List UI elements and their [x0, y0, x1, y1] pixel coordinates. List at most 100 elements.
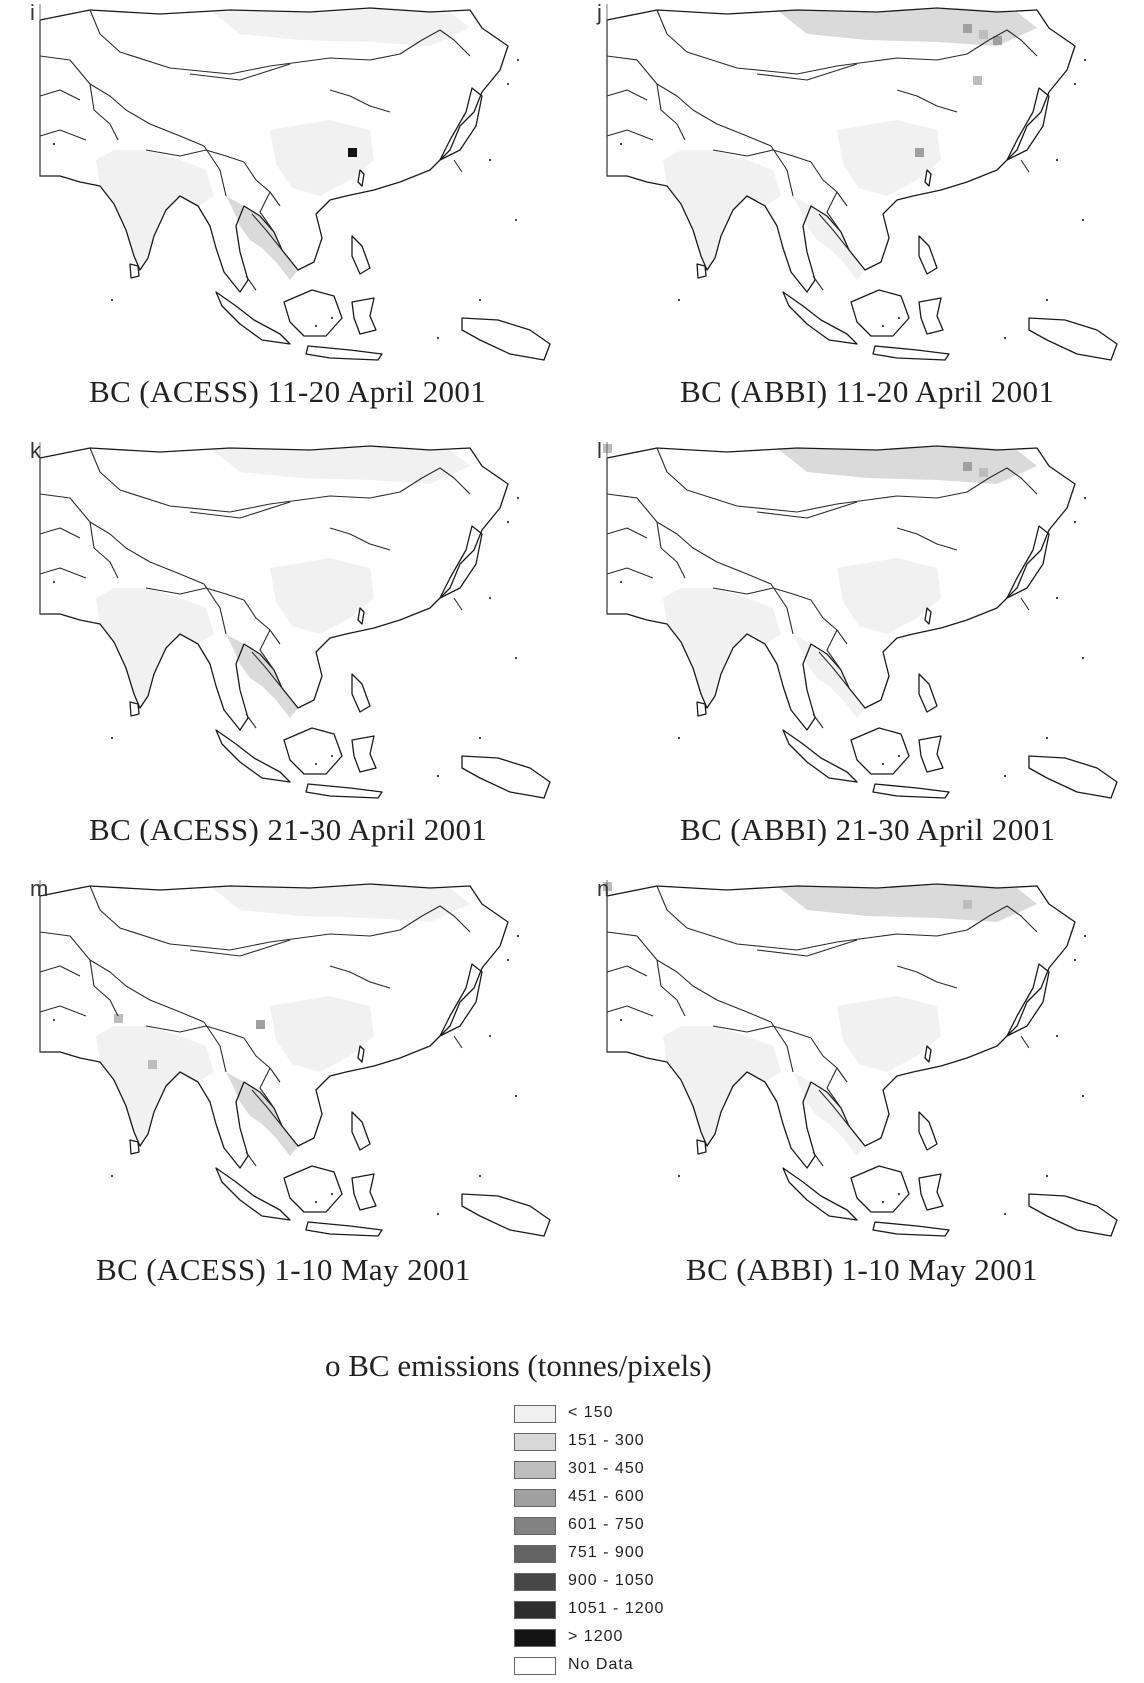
- country-border: [243, 161, 281, 207]
- country-border: [812, 713, 824, 729]
- emission-hotspot: [348, 148, 357, 157]
- map-k: [39, 442, 551, 799]
- coastline: [918, 1173, 944, 1211]
- country-border: [606, 1005, 654, 1017]
- emission-region: [777, 884, 1037, 922]
- country-border: [189, 939, 291, 957]
- coastline: [872, 783, 950, 799]
- coastline: [850, 1165, 910, 1213]
- country-border: [812, 1151, 824, 1167]
- country-border: [818, 1089, 850, 1127]
- island-dot: [1055, 596, 1059, 600]
- coastline: [305, 783, 383, 799]
- island-dot: [619, 580, 623, 584]
- country-border: [656, 959, 686, 1017]
- island-dot: [514, 218, 518, 222]
- panel-letter: k: [30, 438, 41, 463]
- country-border: [896, 527, 958, 551]
- country-border: [756, 501, 858, 519]
- island-dot: [436, 336, 440, 340]
- country-border: [251, 1089, 283, 1127]
- panel-caption: BC (ABBI) 21-30 April 2001: [680, 812, 1056, 847]
- coastline: [357, 607, 365, 625]
- island-dot: [506, 520, 510, 524]
- country-border: [145, 587, 245, 601]
- island-dot: [1055, 1034, 1059, 1038]
- country-border: [756, 63, 858, 81]
- emission-region: [837, 996, 941, 1072]
- island-dot: [1073, 82, 1077, 86]
- country-border: [145, 1025, 245, 1039]
- legend-item: 1051 - 1200: [514, 1599, 734, 1627]
- country-border: [606, 129, 654, 141]
- emission-region: [837, 558, 941, 634]
- island-dot: [436, 1212, 440, 1216]
- panel-caption: BC (ACESS) 1-10 May 2001: [96, 1252, 471, 1287]
- coastline: [129, 701, 140, 717]
- island-dot: [436, 774, 440, 778]
- coastline: [305, 345, 383, 361]
- panel-caption: BC (ABBI) 11-20 April 2001: [680, 374, 1055, 409]
- legend-swatch: [514, 1573, 556, 1591]
- country-border: [243, 1037, 281, 1083]
- country-border: [89, 521, 119, 579]
- emission-region: [663, 150, 781, 270]
- legend-item: 301 - 450: [514, 1459, 734, 1487]
- emission-hotspot: [114, 1014, 123, 1023]
- legend-label: 900 - 1050: [568, 1572, 655, 1589]
- island-dot: [1003, 1212, 1007, 1216]
- country-border: [203, 583, 227, 635]
- island-dot: [1055, 158, 1059, 162]
- island-dot: [110, 298, 114, 302]
- emission-region: [210, 884, 470, 922]
- coastline: [872, 345, 950, 361]
- island-dot: [478, 298, 482, 302]
- island-dot: [897, 316, 901, 320]
- coastline: [782, 729, 858, 783]
- legend-item: 751 - 900: [514, 1543, 734, 1571]
- country-border: [770, 145, 794, 197]
- coastline: [283, 289, 343, 337]
- country-border: [606, 567, 654, 579]
- country-border: [89, 959, 119, 1017]
- country-border: [39, 567, 87, 579]
- map-panel-j: j: [597, 0, 1118, 361]
- panel-letter: m: [30, 876, 49, 901]
- emission-hotspot: [973, 76, 982, 85]
- country-border: [453, 597, 463, 611]
- country-border: [656, 83, 686, 141]
- coastline: [850, 727, 910, 775]
- legend-item: < 150: [514, 1403, 734, 1431]
- island-dot: [881, 324, 885, 328]
- island-dot: [314, 1200, 318, 1204]
- coastline: [351, 297, 377, 335]
- country-border: [818, 213, 850, 251]
- island-dot: [1003, 336, 1007, 340]
- country-border: [606, 55, 772, 147]
- island-dot: [1081, 1094, 1085, 1098]
- coastline: [461, 1193, 551, 1237]
- coastline: [351, 1111, 371, 1151]
- legend-label: No Data: [568, 1656, 634, 1673]
- emission-hotspot: [979, 30, 988, 39]
- emission-region: [777, 446, 1037, 484]
- country-border: [826, 629, 842, 671]
- country-border: [810, 1037, 848, 1083]
- coastline: [351, 673, 371, 713]
- coastline: [305, 1221, 383, 1237]
- emission-region: [226, 196, 298, 280]
- legend-label: 1051 - 1200: [568, 1600, 665, 1617]
- coastline: [461, 755, 551, 799]
- coastline: [918, 735, 944, 773]
- emission-hotspot: [603, 882, 612, 891]
- island-dot: [1003, 774, 1007, 778]
- map-m: [39, 880, 551, 1237]
- country-border: [89, 83, 119, 141]
- coastline: [351, 235, 371, 275]
- country-border: [245, 275, 257, 291]
- country-border: [259, 1067, 275, 1109]
- coastline: [1006, 963, 1050, 1037]
- country-border: [606, 527, 648, 539]
- country-border: [656, 521, 686, 579]
- coastline: [918, 673, 938, 713]
